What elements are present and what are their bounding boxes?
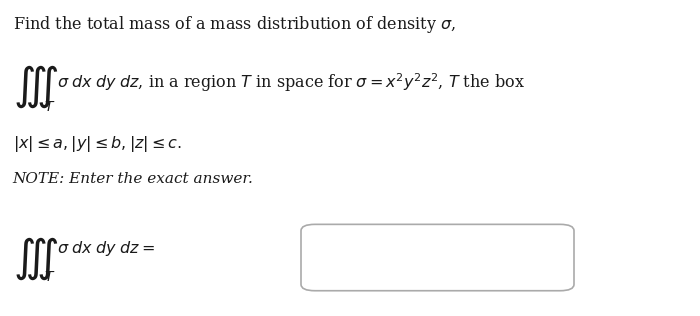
FancyBboxPatch shape	[301, 224, 574, 291]
Text: $\sigma\; dx\; dy\; dz =$: $\sigma\; dx\; dy\; dz =$	[57, 239, 155, 258]
Text: Find the total mass of a mass distribution of density $\sigma$,: Find the total mass of a mass distributi…	[13, 14, 456, 35]
Text: $T$: $T$	[44, 100, 55, 113]
Text: $\iiint$: $\iiint$	[13, 63, 58, 110]
Text: $T$: $T$	[44, 270, 55, 284]
Text: $\sigma\; dx\; dy\; dz$, in a region $T$ in space for $\sigma = x^2y^2z^2$, $T$ : $\sigma\; dx\; dy\; dz$, in a region $T$…	[57, 71, 526, 94]
Text: $\iiint$: $\iiint$	[13, 235, 58, 282]
Text: $|x| \leq a, |y| \leq b, |z| \leq c.$: $|x| \leq a, |y| \leq b, |z| \leq c.$	[13, 134, 182, 154]
Text: NOTE: Enter the exact answer.: NOTE: Enter the exact answer.	[13, 172, 253, 186]
